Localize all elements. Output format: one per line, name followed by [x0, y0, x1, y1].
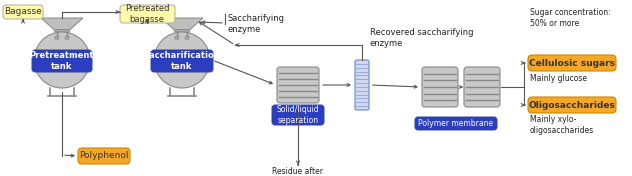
- Text: Solid/liquid
separation: Solid/liquid separation: [277, 105, 319, 125]
- Text: Mainly xylo-
oligosaccharides: Mainly xylo- oligosaccharides: [530, 115, 594, 135]
- FancyBboxPatch shape: [528, 97, 616, 113]
- FancyBboxPatch shape: [422, 67, 458, 107]
- Text: Oligosaccharides: Oligosaccharides: [528, 100, 616, 109]
- Text: Polymer membrane: Polymer membrane: [418, 119, 494, 128]
- FancyBboxPatch shape: [355, 60, 369, 110]
- Text: Saccharifying
enzyme: Saccharifying enzyme: [228, 14, 285, 34]
- Text: Mainly glucose: Mainly glucose: [530, 74, 587, 83]
- FancyBboxPatch shape: [78, 148, 130, 164]
- Text: Residue after
saccharification: Residue after saccharification: [267, 167, 329, 176]
- FancyBboxPatch shape: [3, 5, 43, 19]
- Text: Pretreatment
tank: Pretreatment tank: [30, 51, 94, 71]
- FancyBboxPatch shape: [65, 36, 69, 39]
- FancyBboxPatch shape: [32, 50, 92, 72]
- Polygon shape: [161, 18, 203, 30]
- Circle shape: [154, 32, 210, 88]
- Text: Cellulosic sugars: Cellulosic sugars: [529, 58, 615, 68]
- FancyBboxPatch shape: [272, 105, 324, 125]
- Text: Saccharification
tank: Saccharification tank: [143, 51, 221, 71]
- FancyBboxPatch shape: [528, 55, 616, 71]
- Polygon shape: [41, 18, 83, 30]
- FancyBboxPatch shape: [175, 36, 179, 39]
- Text: Pretreated
bagasse: Pretreated bagasse: [125, 4, 169, 24]
- FancyBboxPatch shape: [151, 50, 213, 72]
- FancyBboxPatch shape: [277, 67, 319, 103]
- Text: Polyphenol: Polyphenol: [79, 152, 129, 161]
- FancyBboxPatch shape: [464, 67, 500, 107]
- FancyBboxPatch shape: [174, 30, 190, 32]
- FancyBboxPatch shape: [185, 36, 189, 39]
- Text: Bagasse: Bagasse: [4, 8, 42, 17]
- FancyBboxPatch shape: [54, 30, 70, 32]
- FancyBboxPatch shape: [55, 36, 59, 39]
- FancyBboxPatch shape: [415, 117, 497, 130]
- Text: Sugar concentration:
50% or more: Sugar concentration: 50% or more: [530, 8, 611, 28]
- Text: Recovered saccharifying
enzyme: Recovered saccharifying enzyme: [370, 28, 473, 48]
- FancyBboxPatch shape: [120, 5, 175, 23]
- Circle shape: [34, 32, 90, 88]
